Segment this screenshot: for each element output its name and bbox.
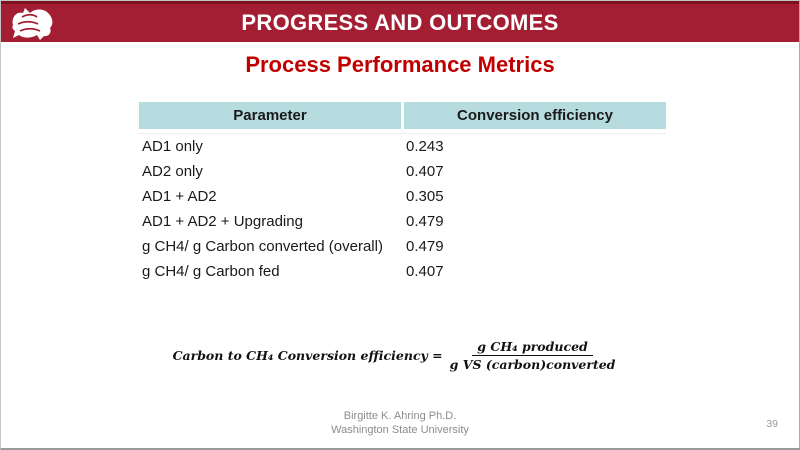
cell-parameter: AD1 + AD2 + Upgrading — [142, 213, 303, 230]
slide-title: Process Performance Metrics — [245, 52, 555, 77]
footer-author: Birgitte K. Ahring Ph.D. — [343, 410, 457, 422]
cell-value: 0.243 — [406, 138, 444, 155]
cell-value: 0.305 — [406, 188, 444, 205]
formula-lhs: Carbon to CH₄ Conversion efficiency = — [172, 348, 443, 363]
table-row: AD1 + AD2 + Upgrading 0.479 — [139, 209, 666, 234]
metrics-table: Parameter Conversion efficiency AD1 only… — [139, 102, 666, 284]
footer-credit: Birgitte K. Ahring Ph.D. Washington Stat… — [1, 409, 799, 438]
table-row: AD1 + AD2 0.305 — [139, 184, 666, 209]
footer-institution: Washington State University — [331, 424, 469, 437]
table-body: AD1 only 0.243 AD2 only 0.407 AD1 + AD2 … — [139, 133, 666, 284]
cell-parameter: AD1 only — [142, 138, 203, 155]
formula-denominator: g VS (carbon)converted — [449, 357, 616, 372]
header-bar: PROGRESS AND OUTCOMES — [1, 1, 799, 42]
cell-parameter: AD2 only — [142, 163, 203, 180]
cell-value: 0.479 — [406, 238, 444, 255]
cell-value: 0.407 — [406, 163, 444, 180]
cell-parameter: g CH4/ g Carbon fed — [142, 263, 280, 280]
formula-numerator: g CH₄ produced — [472, 339, 593, 356]
page-number: 39 — [766, 418, 778, 430]
cell-value: 0.479 — [406, 213, 444, 230]
formula-fraction: g CH₄ produced g VS (carbon)converted — [450, 339, 616, 372]
table-header-row: Parameter Conversion efficiency — [139, 102, 666, 129]
cell-parameter: AD1 + AD2 — [142, 188, 217, 205]
table-row: g CH4/ g Carbon fed 0.407 — [139, 259, 666, 284]
cell-value: 0.407 — [406, 263, 444, 280]
column-header-conversion-efficiency: Conversion efficiency — [404, 102, 666, 129]
header-title: PROGRESS AND OUTCOMES — [241, 10, 559, 35]
conversion-efficiency-formula: Carbon to CH₄ Conversion efficiency = g … — [1, 339, 793, 372]
table-row: AD2 only 0.407 — [139, 159, 666, 184]
wsu-cougar-logo-icon — [10, 7, 56, 41]
column-header-parameter: Parameter — [139, 102, 401, 129]
table-row: g CH4/ g Carbon converted (overall) 0.47… — [139, 234, 666, 259]
cell-parameter: g CH4/ g Carbon converted (overall) — [142, 238, 383, 255]
table-row: AD1 only 0.243 — [139, 134, 666, 159]
